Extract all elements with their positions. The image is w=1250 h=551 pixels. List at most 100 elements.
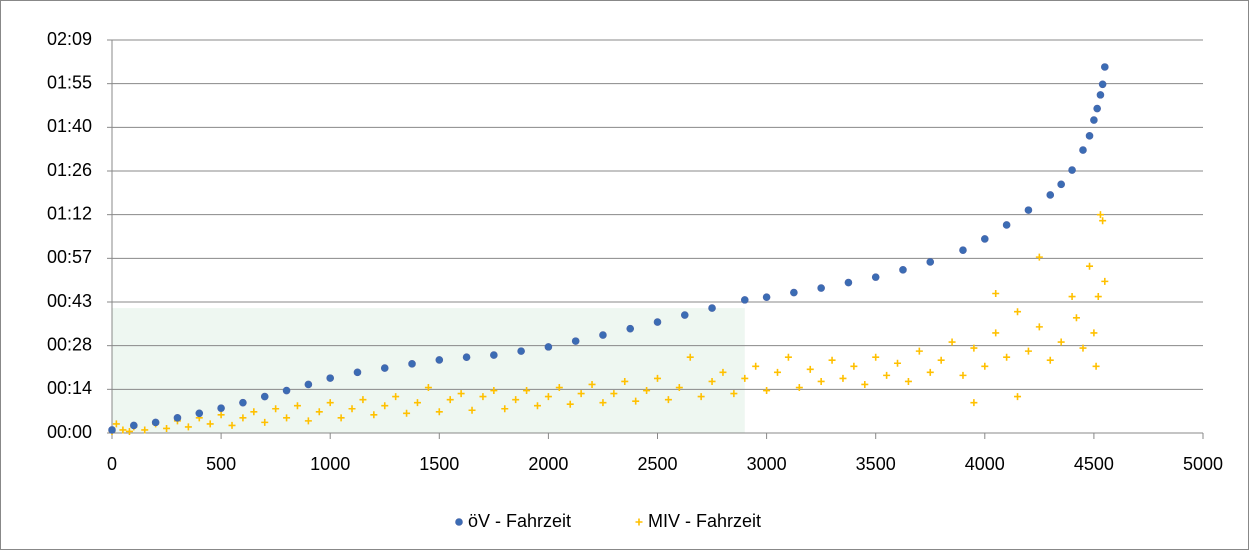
y-tick-label: 01:26 xyxy=(47,160,92,180)
data-point xyxy=(653,318,662,326)
data-point xyxy=(184,423,192,431)
data-point xyxy=(141,426,149,434)
data-point xyxy=(970,399,978,407)
data-point xyxy=(774,368,782,376)
y-tick-label: 00:28 xyxy=(47,334,92,354)
x-tick-label: 3000 xyxy=(747,454,787,474)
data-point xyxy=(1072,314,1080,322)
data-point xyxy=(762,293,771,301)
data-point xyxy=(904,377,912,385)
data-point xyxy=(980,235,989,243)
highlight-region xyxy=(112,308,745,433)
y-tick-label: 00:00 xyxy=(47,422,92,442)
data-point xyxy=(970,344,978,352)
data-point xyxy=(359,396,367,404)
x-tick-label: 1500 xyxy=(419,454,459,474)
data-point xyxy=(408,360,416,368)
data-point xyxy=(959,371,967,379)
data-point xyxy=(370,411,378,419)
data-point xyxy=(119,426,127,434)
data-point xyxy=(839,374,847,382)
data-point xyxy=(883,371,891,379)
y-tick-label: 01:40 xyxy=(47,116,92,136)
data-point xyxy=(283,414,291,422)
data-point xyxy=(708,377,716,385)
data-point xyxy=(151,418,160,427)
data-point xyxy=(1068,166,1076,174)
data-point xyxy=(599,331,607,339)
data-point xyxy=(1090,116,1098,124)
x-tick-label: 2500 xyxy=(637,454,677,474)
data-point xyxy=(1101,63,1109,71)
data-point xyxy=(1092,362,1100,370)
data-point xyxy=(1057,338,1065,346)
data-point xyxy=(741,374,749,382)
data-point xyxy=(1086,262,1094,270)
data-point xyxy=(512,396,520,404)
data-point xyxy=(926,368,934,376)
data-point xyxy=(872,353,880,361)
data-point xyxy=(1046,191,1055,199)
data-point xyxy=(571,337,580,345)
data-point xyxy=(588,380,596,388)
data-point xyxy=(708,304,716,312)
data-point xyxy=(1079,344,1087,352)
data-point xyxy=(861,380,869,388)
data-point xyxy=(1094,293,1102,301)
data-point xyxy=(937,356,945,364)
data-point xyxy=(626,324,635,333)
data-point xyxy=(501,405,509,413)
data-point xyxy=(1098,80,1107,89)
data-point xyxy=(632,397,640,405)
data-point xyxy=(1046,356,1054,364)
data-point xyxy=(752,362,760,370)
data-point xyxy=(315,408,323,416)
x-tick-label: 3500 xyxy=(856,454,896,474)
data-point xyxy=(348,405,356,413)
data-point xyxy=(1035,253,1043,261)
x-tick-label: 4500 xyxy=(1074,454,1114,474)
data-point xyxy=(544,343,553,351)
y-tick-label: 00:14 xyxy=(47,378,92,398)
data-point xyxy=(992,290,1000,298)
data-point xyxy=(217,404,225,412)
y-tick-label: 01:12 xyxy=(47,203,92,223)
data-point xyxy=(392,393,400,401)
data-point xyxy=(304,417,312,425)
data-point xyxy=(1090,329,1098,337)
data-point xyxy=(228,421,236,429)
x-tick-label: 4000 xyxy=(965,454,1005,474)
data-point xyxy=(599,399,607,407)
data-point xyxy=(250,408,258,416)
data-point xyxy=(403,409,411,417)
data-point xyxy=(413,399,421,407)
data-point xyxy=(163,424,171,432)
data-point xyxy=(304,380,313,389)
data-point xyxy=(424,384,432,392)
data-point xyxy=(643,387,651,395)
data-point xyxy=(806,365,814,373)
legend-marker xyxy=(455,518,463,526)
data-point xyxy=(523,387,531,395)
data-point xyxy=(610,390,618,398)
data-point xyxy=(1085,132,1094,140)
data-point xyxy=(817,377,825,385)
data-point xyxy=(654,374,661,382)
data-point xyxy=(850,362,858,370)
data-point xyxy=(435,356,444,364)
data-point xyxy=(1079,146,1087,154)
data-point xyxy=(844,278,853,287)
data-point xyxy=(261,418,269,426)
data-point xyxy=(1014,308,1022,316)
data-point xyxy=(1014,393,1022,401)
data-point xyxy=(490,351,498,359)
data-point xyxy=(555,384,563,392)
data-point xyxy=(1096,211,1104,219)
legend-label: MIV - Fahrzeit xyxy=(648,511,761,531)
y-tick-label: 00:57 xyxy=(47,247,92,267)
data-point xyxy=(1099,217,1107,225)
data-point xyxy=(566,400,574,408)
data-point xyxy=(195,409,204,418)
